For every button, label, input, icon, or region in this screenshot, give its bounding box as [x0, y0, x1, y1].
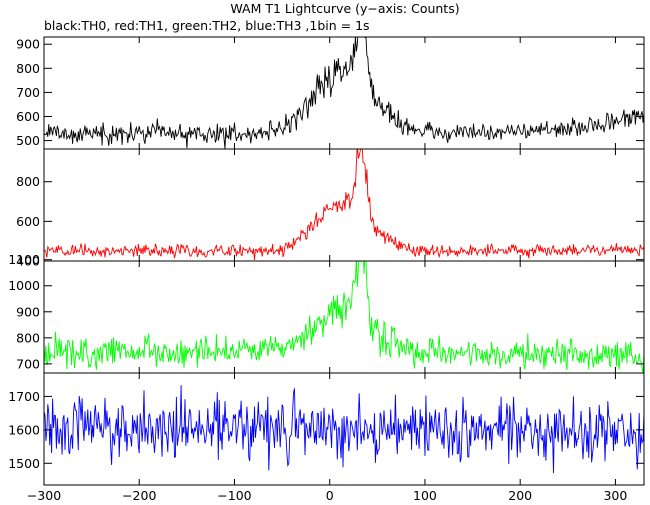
y-tick-label: 500	[16, 133, 40, 148]
x-tick-label: −300	[27, 488, 61, 503]
y-tick-label: 600	[16, 214, 40, 229]
series-th3	[44, 385, 644, 474]
y-tick-label: 400	[16, 254, 40, 269]
y-tick-label: 800	[16, 61, 40, 76]
y-tick-label: 900	[16, 37, 40, 52]
y-tick-label: 700	[16, 356, 40, 371]
chart-title: WAM T1 Lightcurve (y−axis: Counts)	[230, 1, 459, 16]
panel-frame	[43, 148, 645, 262]
x-tick-label: 300	[603, 488, 627, 503]
y-tick-label: 700	[16, 85, 40, 100]
y-tick-label: 1600	[8, 422, 40, 437]
series-th0	[44, 37, 644, 149]
y-tick-label: 600	[16, 109, 40, 124]
x-tick-label: −100	[217, 488, 251, 503]
y-tick-label: 800	[16, 330, 40, 345]
y-tick-label: 1700	[8, 389, 40, 404]
x-tick-label: −200	[122, 488, 156, 503]
panel-th2: 700 800 900 1000 1100	[8, 252, 645, 374]
x-axis: −300 −200 −100 0 100 200 300	[27, 488, 628, 503]
panel-frame	[43, 36, 645, 150]
chart-subtitle: black:TH0, red:TH1, green:TH2, blue:TH3 …	[44, 18, 370, 33]
series-th1	[44, 149, 644, 261]
series-th2	[44, 261, 644, 373]
panel-th1: 400 600 800	[16, 148, 645, 269]
panel-group: 500 600 700 800 900 400 600 800 700 800 900 1000 110…	[8, 36, 645, 486]
y-tick-label: 900	[16, 304, 40, 319]
x-tick-label: 0	[326, 488, 334, 503]
y-tick-label: 1000	[8, 278, 40, 293]
y-tick-label: 800	[16, 174, 40, 189]
panel-th3: 1500 1600 1700	[8, 372, 645, 486]
x-tick-label: 100	[413, 488, 437, 503]
y-tick-label: 1500	[8, 456, 40, 471]
panel-frame	[43, 372, 645, 486]
y-tick-label: 1100	[8, 252, 40, 267]
x-tick-label: 200	[508, 488, 532, 503]
